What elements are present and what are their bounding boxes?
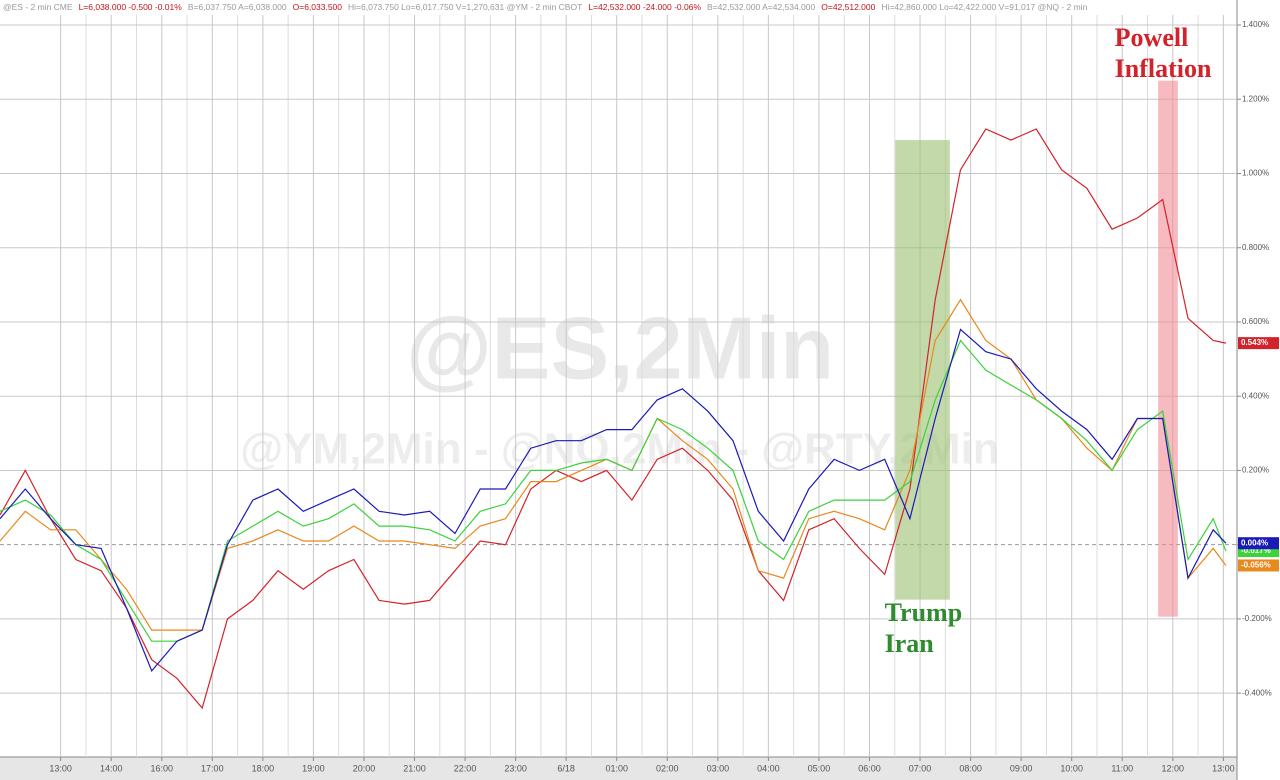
watermark: @YM,2Min - @NQ,2Min - @RTY,2Min	[240, 425, 999, 474]
header-segment: L=6,038.000 -0.500 -0.01%	[79, 2, 183, 12]
x-tick-label: 23:00	[504, 763, 527, 773]
header-segment: O=42,512.000	[821, 2, 875, 12]
x-tick-label: 06:00	[858, 763, 881, 773]
x-tick-label: 12:00	[1162, 763, 1185, 773]
annotation-line: Inflation	[1115, 54, 1212, 83]
header-segment: B=6,037.750 A=6,038.000	[188, 2, 287, 12]
x-tick-label: 04:00	[757, 763, 780, 773]
header-segment: @ES - 2 min CME	[3, 2, 73, 12]
last-value-label: -0.017%	[1241, 546, 1271, 555]
x-tick-label: 01:00	[605, 763, 628, 773]
x-tick-label: 21:00	[403, 763, 426, 773]
y-tick-label: 1.000%	[1242, 169, 1269, 178]
last-value-box	[1238, 337, 1279, 350]
last-value-label: 0.543%	[1241, 338, 1268, 347]
y-tick-label: -0.200%	[1242, 614, 1272, 623]
highlight-band	[1158, 80, 1178, 617]
last-value-box	[1238, 559, 1279, 572]
annotation: Powell Inflation	[1115, 23, 1212, 83]
series-line	[0, 328, 1227, 673]
x-tick-label: 09:00	[1010, 763, 1033, 773]
header: @ES - 2 min CME L=6,038.000 -0.500 -0.01%…	[3, 2, 1088, 12]
x-tick-label: 16:00	[150, 763, 173, 773]
x-tick-label: 22:00	[454, 763, 477, 773]
header-segment: Hi=42,860.000 Lo=42,422.000 V=91,017 @NQ…	[881, 2, 1087, 12]
y-tick-label: -0.400%	[1242, 688, 1272, 697]
x-tick-label: 14:00	[100, 763, 123, 773]
y-tick-label: 1.200%	[1242, 94, 1269, 103]
y-tick-label: 1.400%	[1242, 20, 1269, 29]
header-segment: B=42,532.000 A=42,534.000	[707, 2, 816, 12]
x-tick-label: 10:00	[1060, 763, 1083, 773]
x-tick-label: 13:00	[1212, 763, 1235, 773]
last-value-label: -0.056%	[1241, 561, 1271, 570]
x-tick-label: 07:00	[909, 763, 932, 773]
header-segment: Hi=6,073.750 Lo=6,017.750 V=1,270,631 @Y…	[348, 2, 582, 12]
x-tick-label: 6/18	[557, 763, 575, 773]
watermark: @ES,2Min	[406, 298, 834, 397]
x-tick-label: 18:00	[252, 763, 275, 773]
last-value-label: 0.004%	[1241, 538, 1268, 547]
y-tick-label: 0.200%	[1242, 466, 1269, 475]
series-line	[0, 128, 1227, 710]
header-segment: L=42,532.000 -24.000 -0.06%	[588, 2, 701, 12]
highlight-band	[895, 140, 950, 600]
annotation-line: Iran	[885, 629, 935, 658]
last-value-box	[1238, 537, 1279, 550]
x-tick-label: 20:00	[353, 763, 376, 773]
y-tick-label: 0.600%	[1242, 317, 1269, 326]
x-tick-label: 13:00	[49, 763, 72, 773]
x-tick-label: 17:00	[201, 763, 224, 773]
annotation-line: Trump	[885, 598, 963, 627]
annotation-line: Powell	[1115, 23, 1189, 52]
x-tick-label: 19:00	[302, 763, 325, 773]
y-tick-label: 0.400%	[1242, 391, 1269, 400]
header-segment: O=6,033.500	[293, 2, 343, 12]
x-tick-label: 03:00	[707, 763, 730, 773]
x-axis-band	[0, 757, 1237, 780]
x-tick-label: 05:00	[808, 763, 831, 773]
x-tick-label: 08:00	[959, 763, 982, 773]
y-tick-label: 0.800%	[1242, 243, 1269, 252]
annotation: Trump Iran	[885, 598, 963, 658]
x-tick-label: 02:00	[656, 763, 679, 773]
x-tick-label: 11:00	[1111, 763, 1133, 773]
